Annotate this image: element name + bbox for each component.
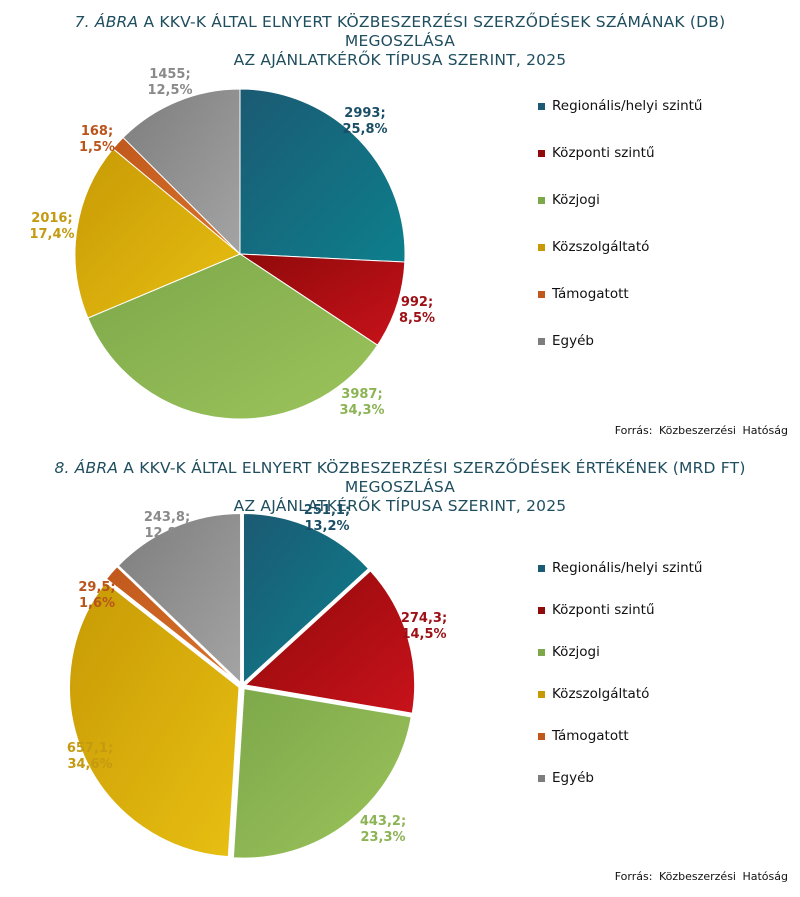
legend-label: Közszolgáltató [552,239,650,255]
pie-slice-közszolgáltató [68,581,241,858]
legend-item: Közszolgáltató [538,686,703,728]
legend-label: Támogatott [552,728,629,744]
slice-data-label: 443,2; 23,3% [360,814,406,845]
pie-slice-egyéb [122,88,241,256]
title-line2: AZ AJÁNLATKÉRŐK TÍPUSA SZERINT, 2025 [233,51,567,69]
legend-label: Közjogi [552,192,600,208]
slice-data-label: 3987; 34,3% [339,387,384,418]
chart-title: 8. ÁBRA A KKV-K ÁLTAL ELNYERT KÖZBESZERZ… [20,459,780,516]
legend-item: Közszolgáltató [538,239,703,286]
pie-slice-regionális-helyi-szintű [239,88,406,263]
pie-slice-támogatott [105,565,241,685]
source-note: Forrás: Közbeszerzési Hatóság [614,870,788,883]
legend-item: Közjogi [538,192,703,239]
title-text: A KKV-K ÁLTAL ELNYERT KÖZBESZERZÉSI SZER… [138,13,726,50]
slice-data-label: 2016; 17,4% [29,211,74,242]
legend-swatch [538,649,545,656]
slice-data-label: 1455; 12,5% [147,67,192,98]
legend-label: Központi szintű [552,602,655,618]
legend-label: Regionális/helyi szintű [552,560,703,576]
legend-label: Egyéb [552,333,594,349]
legend-item: Regionális/helyi szintű [538,98,703,145]
legend-swatch [538,338,545,345]
legend-item: Támogatott [538,728,703,770]
legend-swatch [538,565,545,572]
slice-data-label: 274,3; 14,5% [401,611,447,642]
pie-chart: 251,1; 13,2% 274,3; 14,5% 443,2; 23,3% 657,1; 3… [67,503,447,860]
legend-label: Közszolgáltató [552,686,650,702]
legend-label: Központi szintű [552,145,655,161]
legend-swatch [538,291,545,298]
chart-title: 7. ÁBRA A KKV-K ÁLTAL ELNYERT KÖZBESZERZ… [20,13,780,70]
legend: Regionális/helyi szintű Központi szintű Kö… [538,560,703,812]
legend-label: Regionális/helyi szintű [552,98,703,114]
pie-slice-egyéb [117,512,242,685]
chart-block-8: 8. ÁBRA A KKV-K ÁLTAL ELNYERT KÖZBESZERZ… [0,452,800,897]
legend-swatch [538,244,545,251]
legend-label: Közjogi [552,644,600,660]
source-note: Forrás: Közbeszerzési Hatóság [614,424,788,437]
legend-item: Központi szintű [538,602,703,644]
pie-slice-regionális-helyi-szintű [242,512,370,685]
title-line2: AZ AJÁNLATKÉRŐK TÍPUSA SZERINT, 2025 [233,497,567,515]
slice-data-label: 29,5; 1,6% [78,580,115,611]
chart-block-7: 7. ÁBRA A KKV-K ÁLTAL ELNYERT KÖZBESZERZ… [0,0,800,445]
legend-swatch [538,733,545,740]
legend-swatch [538,197,545,204]
legend-item: Egyéb [538,333,703,380]
legend-swatch [538,775,545,782]
legend-label: Egyéb [552,770,594,786]
pie-chart: 2993; 25,8% 992; 8,5% 3987; 34,3% 2016; 17,4% 16… [29,67,435,420]
slice-data-label: 243,8; 12,8% [144,510,190,541]
pie-slice-központi-szintű [243,569,416,715]
title-text: A KKV-K ÁLTAL ELNYERT KÖZBESZERZÉSI SZER… [118,459,746,496]
pie-slice-központi-szintű [238,253,406,346]
legend-swatch [538,691,545,698]
legend-item: Regionális/helyi szintű [538,560,703,602]
legend-item: Közjogi [538,644,703,686]
slice-data-label: 2993; 25,8% [342,106,387,137]
legend: Regionális/helyi szintű Központi szintű Kö… [538,98,703,380]
slice-data-label: 657,1; 34,6% [67,741,113,772]
legend-label: Támogatott [552,286,629,302]
legend-swatch [538,150,545,157]
figure-number: 8. ÁBRA [54,459,119,477]
legend-item: Központi szintű [538,145,703,192]
pie-slice-közjogi [87,253,379,420]
pie-slice-közszolgáltató [74,147,241,319]
legend-swatch [538,607,545,614]
slice-data-label: 168; 1,5% [79,124,115,155]
slice-data-label: 992; 8,5% [399,295,435,326]
legend-item: Támogatott [538,286,703,333]
legend-swatch [538,103,545,110]
slice-data-label: 251,1; 13,2% [304,503,350,534]
legend-item: Egyéb [538,770,703,812]
pie-slice-közjogi [232,687,413,860]
figure-number: 7. ÁBRA [74,13,139,31]
